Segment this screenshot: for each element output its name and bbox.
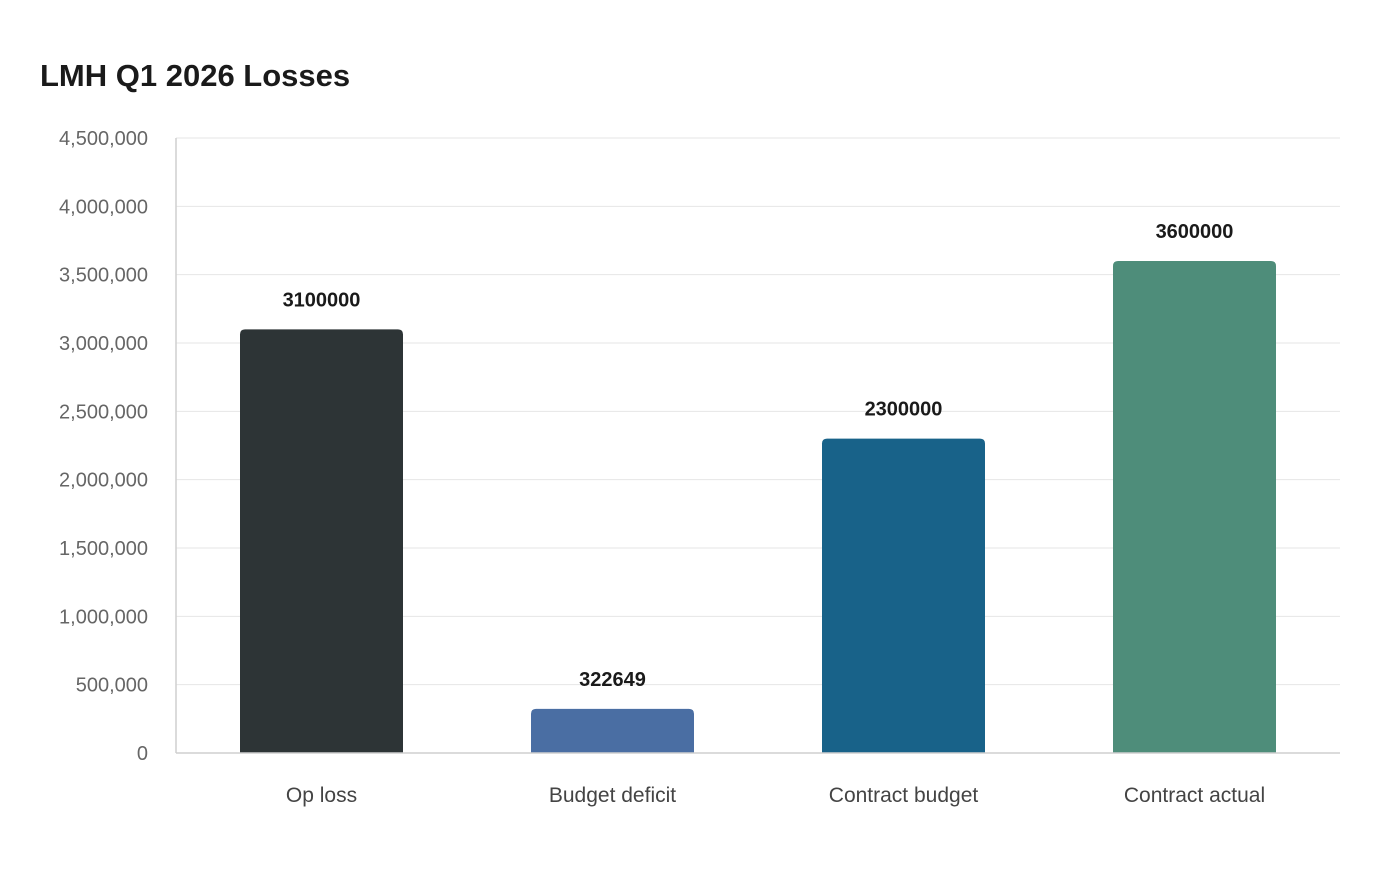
y-tick-label: 1,500,000: [59, 538, 148, 560]
y-tick-label: 2,500,000: [59, 401, 148, 423]
y-tick-label: 3,000,000: [59, 333, 148, 355]
bar-budget-deficit: [531, 708, 694, 753]
y-tick-label: 4,000,000: [59, 196, 148, 218]
x-axis-ticks: Op loss Budget deficit Contract budget Cont…: [286, 784, 1265, 807]
x-tick-label: Contract actual: [1124, 784, 1265, 807]
y-tick-label: 1,000,000: [59, 606, 148, 628]
bars: [240, 261, 1276, 753]
y-tick-label: 3,500,000: [59, 265, 148, 287]
x-tick-label: Op loss: [286, 784, 357, 807]
bar-contract-budget: [822, 438, 985, 753]
y-tick-label: 500,000: [76, 675, 148, 697]
y-tick-label: 4,500,000: [59, 128, 148, 150]
data-label: 2300000: [865, 399, 943, 421]
y-axis-ticks: 0 500,000 1,000,000 1,500,000 2,000,000 2,500…: [59, 128, 148, 765]
data-label: 3100000: [283, 289, 361, 311]
y-tick-label: 0: [137, 743, 148, 765]
bar-contract-actual: [1113, 261, 1276, 753]
data-label: 3600000: [1156, 221, 1234, 243]
data-label: 322649: [579, 669, 646, 691]
x-tick-label: Contract budget: [829, 784, 979, 807]
y-tick-label: 2,000,000: [59, 470, 148, 492]
bar-op-loss: [240, 329, 403, 753]
data-labels: 3100000 322649 2300000 3600000: [283, 221, 1234, 691]
chart-title: LMH Q1 2026 Losses: [40, 58, 351, 93]
x-tick-label: Budget deficit: [549, 784, 676, 807]
